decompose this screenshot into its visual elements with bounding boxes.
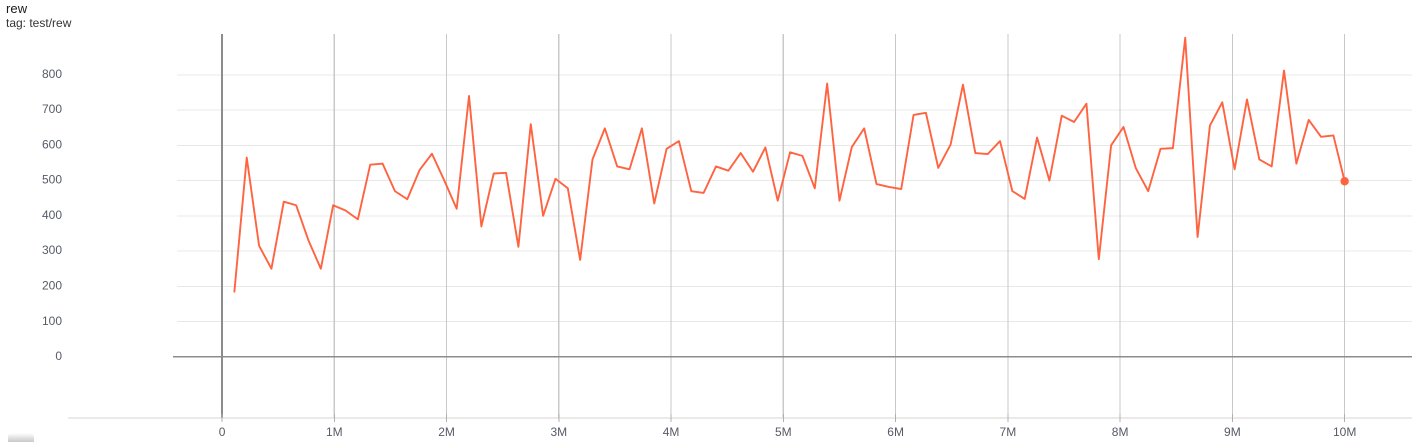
- series-line-test-rew[interactable]: [233, 36, 1346, 293]
- x-tick-label: 8M: [1112, 425, 1129, 439]
- series-layer[interactable]: [233, 36, 1349, 293]
- x-tick-label: 3M: [550, 425, 567, 439]
- vertical-gridlines: [333, 34, 1346, 418]
- x-tick-label: 10M: [1333, 425, 1356, 439]
- x-tick-label: 6M: [887, 425, 904, 439]
- x-tick-label: 0: [219, 425, 226, 439]
- y-tick-label: 0: [55, 349, 62, 363]
- horizontal-gridlines: [177, 74, 1412, 358]
- expand-handle-icon[interactable]: [8, 433, 34, 442]
- last-point-marker[interactable]: [1340, 177, 1349, 186]
- x-axis-tick-labels: 0 1M 2M 3M 4M 5M 6M 7M 8M 9M 10M: [219, 425, 1357, 439]
- y-tick-label: 400: [42, 208, 62, 222]
- x-tick-label: 1M: [326, 425, 343, 439]
- axes: [68, 34, 1412, 422]
- y-tick-label: 200: [42, 279, 62, 293]
- x-tick-label: 4M: [663, 425, 680, 439]
- x-tick-label: 9M: [1224, 425, 1241, 439]
- x-tick-label: 7M: [1000, 425, 1017, 439]
- chart-subtitle: tag: test/rew: [6, 16, 72, 30]
- y-axis-tick-labels: 0 100 200 300 400 500 600 700 800: [42, 67, 62, 363]
- y-tick-label: 500: [42, 173, 62, 187]
- x-tick-label: 5M: [775, 425, 792, 439]
- x-tick-label: 2M: [438, 425, 455, 439]
- y-tick-label: 100: [42, 314, 62, 328]
- y-tick-label: 600: [42, 137, 62, 151]
- chart-title: rew: [6, 1, 28, 16]
- y-tick-label: 700: [42, 102, 62, 116]
- y-tick-label: 300: [42, 243, 62, 257]
- y-tick-label: 800: [42, 67, 62, 81]
